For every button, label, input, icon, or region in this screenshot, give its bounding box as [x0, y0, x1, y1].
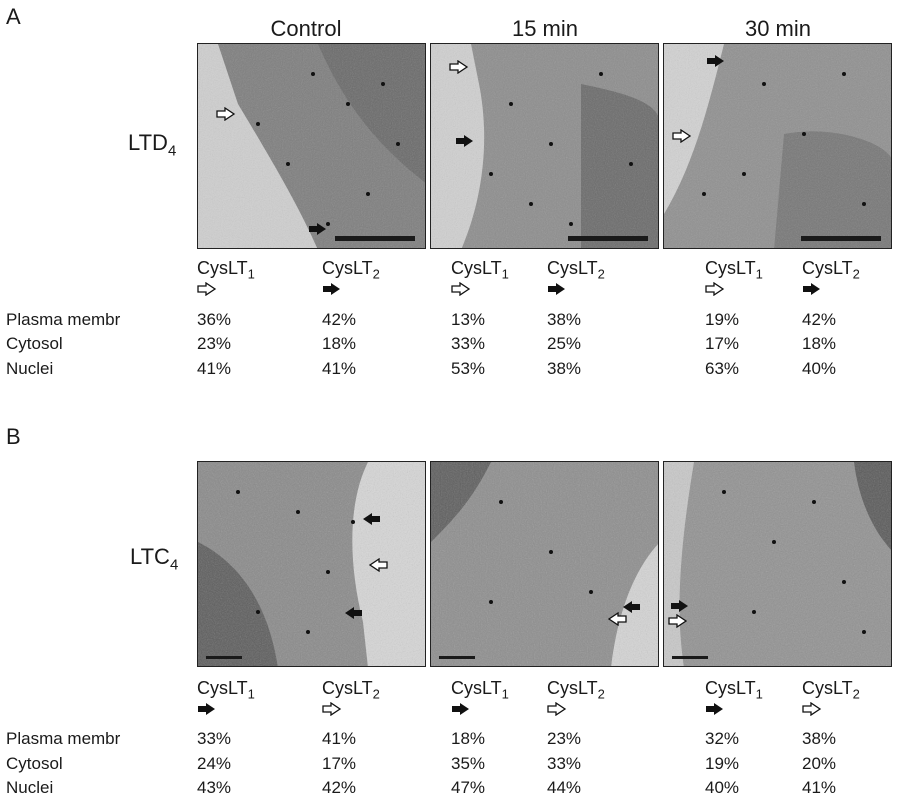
- open-arrow-icon: [451, 282, 471, 296]
- value-cell: 23%: [547, 729, 582, 748]
- value-cell: 43%: [197, 778, 232, 797]
- value-cell: 36%: [197, 310, 232, 329]
- value-cell: 35%: [451, 754, 486, 773]
- value-cell: 41%: [197, 359, 232, 378]
- receptor-label: CysLT1: [451, 258, 509, 282]
- value-cell: 18%: [451, 729, 486, 748]
- filled-arrow-icon: [345, 607, 362, 619]
- row-label-cytosol: Cytosol: [6, 334, 63, 353]
- row-label-plasma-membrane: Plasma membr: [6, 310, 121, 329]
- value-cell: 19%: [705, 310, 740, 329]
- receptor-label: CysLT1: [705, 678, 763, 702]
- value-cell: 18%: [802, 334, 837, 353]
- value-cell: 13%: [451, 310, 486, 329]
- value-cell: 33%: [451, 334, 486, 353]
- ligand-label-ltd4: LTD4: [128, 130, 177, 160]
- open-arrow-icon: [322, 702, 342, 716]
- open-arrow-icon: [607, 612, 627, 626]
- value-cell: 41%: [322, 729, 357, 748]
- row-label-nuclei: Nuclei: [6, 778, 54, 797]
- micrograph-b-15min: [430, 461, 659, 667]
- open-arrow-icon: [368, 558, 388, 572]
- value-cell: 33%: [197, 729, 232, 748]
- value-cell: 33%: [547, 754, 582, 773]
- filled-arrow-icon: [803, 283, 820, 295]
- filled-arrow-icon: [309, 223, 326, 235]
- open-arrow-icon: [197, 282, 217, 296]
- open-arrow-icon: [668, 614, 688, 628]
- open-arrow-icon: [547, 702, 567, 716]
- micrograph-a-15min: [430, 43, 659, 249]
- open-arrow-icon: [449, 60, 469, 74]
- value-cell: 44%: [547, 778, 582, 797]
- column-title-15min: 15 min: [511, 16, 579, 41]
- value-cell: 17%: [705, 334, 740, 353]
- receptor-label: CysLT2: [547, 678, 605, 702]
- filled-arrow-icon: [548, 283, 565, 295]
- value-cell: 42%: [802, 310, 837, 329]
- receptor-label: CysLT1: [705, 258, 763, 282]
- receptor-label: CysLT1: [451, 678, 509, 702]
- row-label-plasma-membrane: Plasma membr: [6, 729, 121, 748]
- receptor-label: CysLT1: [197, 678, 255, 702]
- value-cell: 41%: [322, 359, 357, 378]
- value-cell: 38%: [547, 310, 582, 329]
- receptor-label: CysLT2: [322, 258, 380, 282]
- value-cell: 25%: [547, 334, 582, 353]
- filled-arrow-icon: [323, 283, 340, 295]
- value-cell: 38%: [547, 359, 582, 378]
- filled-arrow-icon: [363, 513, 380, 525]
- receptor-label: CysLT2: [547, 258, 605, 282]
- filled-arrow-icon: [623, 601, 640, 613]
- filled-arrow-icon: [706, 703, 723, 715]
- panel-letter-a: A: [6, 4, 21, 29]
- value-cell: 32%: [705, 729, 740, 748]
- value-cell: 18%: [322, 334, 357, 353]
- value-cell: 23%: [197, 334, 232, 353]
- filled-arrow-icon: [707, 55, 724, 67]
- open-arrow-icon: [672, 129, 692, 143]
- micrograph-b-30min: [663, 461, 892, 667]
- column-title-30min: 30 min: [744, 16, 812, 41]
- value-cell: 17%: [322, 754, 357, 773]
- ligand-label-ltc4: LTC4: [130, 544, 179, 574]
- value-cell: 20%: [802, 754, 837, 773]
- receptor-label: CysLT1: [197, 258, 255, 282]
- micrograph-a-control: [197, 43, 426, 249]
- open-arrow-icon: [705, 282, 725, 296]
- value-cell: 24%: [197, 754, 232, 773]
- micrograph-a-30min: [663, 43, 892, 249]
- panel-letter-b: B: [6, 424, 21, 449]
- value-cell: 47%: [451, 778, 486, 797]
- filled-arrow-icon: [671, 600, 688, 612]
- filled-arrow-icon: [198, 703, 215, 715]
- column-title-control: Control: [270, 16, 342, 41]
- value-cell: 63%: [705, 359, 740, 378]
- value-cell: 38%: [802, 729, 837, 748]
- open-arrow-icon: [216, 107, 236, 121]
- value-cell: 42%: [322, 310, 357, 329]
- value-cell: 53%: [451, 359, 486, 378]
- row-label-nuclei: Nuclei: [6, 359, 54, 378]
- value-cell: 41%: [802, 778, 837, 797]
- receptor-label: CysLT2: [322, 678, 380, 702]
- filled-arrow-icon: [456, 135, 473, 147]
- filled-arrow-icon: [452, 703, 469, 715]
- value-cell: 19%: [705, 754, 740, 773]
- value-cell: 40%: [705, 778, 740, 797]
- open-arrow-icon: [802, 702, 822, 716]
- micrograph-b-control: [197, 461, 426, 667]
- receptor-label: CysLT2: [802, 258, 860, 282]
- value-cell: 42%: [322, 778, 357, 797]
- value-cell: 40%: [802, 359, 837, 378]
- receptor-label: CysLT2: [802, 678, 860, 702]
- row-label-cytosol: Cytosol: [6, 754, 63, 773]
